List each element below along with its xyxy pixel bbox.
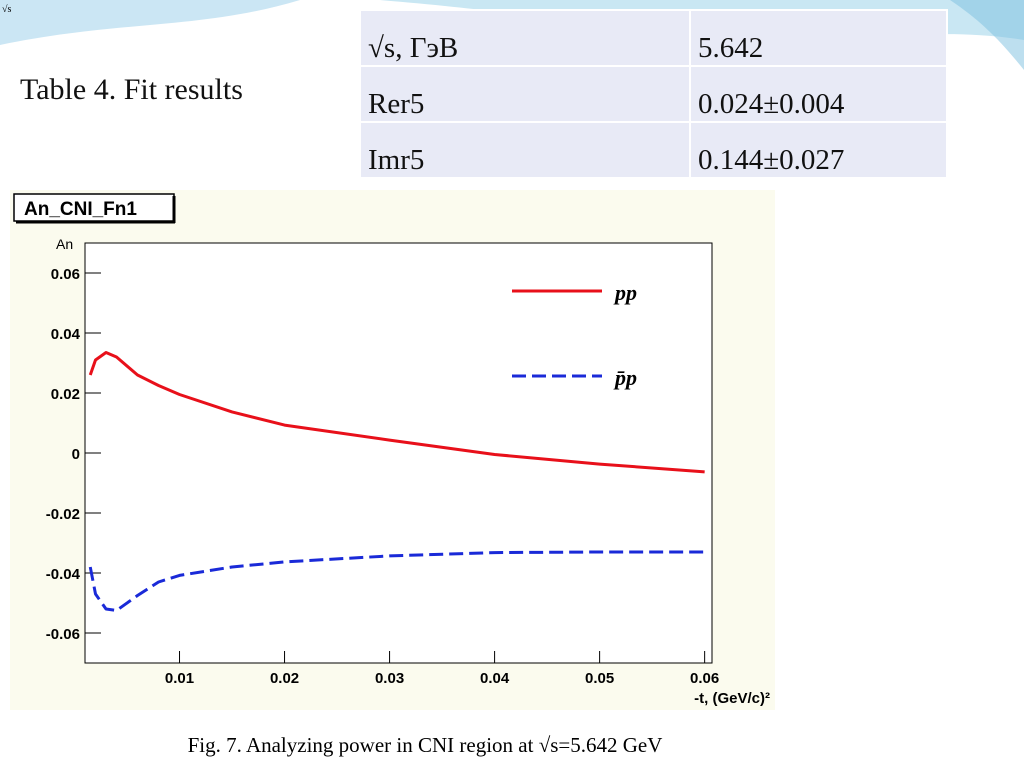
table-cell — [689, 121, 948, 179]
heading: Table 4. Fit results — [20, 73, 243, 106]
y-axis-label: An — [56, 236, 73, 252]
caption: Fig. 7. Analyzing power in CNI region at… — [188, 733, 663, 757]
x-tick-label: 0.02 — [270, 670, 299, 687]
y-tick-label: 0.02 — [51, 386, 80, 403]
corner-icon: √s — [2, 4, 11, 15]
series-line — [88, 550, 705, 612]
wave-decoration — [950, 0, 1024, 70]
chart-title: An_CNI_Fn1 — [24, 199, 137, 220]
legend-label: pp — [613, 280, 637, 305]
plot-area — [84, 242, 713, 664]
table-cell-text: 0.024±0.004 — [698, 88, 845, 120]
x-tick-label: 0.04 — [480, 670, 510, 687]
table-cell-text: 0.144±0.027 — [698, 144, 844, 176]
y-tick-label: 0.04 — [51, 326, 81, 343]
y-tick-label: -0.04 — [46, 566, 81, 583]
x-tick-label: 0.03 — [375, 670, 404, 687]
y-tick-label: 0 — [72, 446, 80, 463]
table-cell — [689, 65, 948, 123]
x-tick-label: 0.05 — [585, 670, 614, 687]
table-cell-text: Rer5 — [368, 88, 424, 120]
x-tick-label: 0.01 — [165, 670, 194, 687]
wave-decoration — [0, 0, 300, 45]
table-cell-text: √s, ГэВ — [368, 32, 458, 64]
y-tick-label: -0.02 — [46, 506, 80, 523]
table: √s, ГэВ 5.642 Rer5 0.024±0.004 Imr5 0.144±0.0… — [359, 9, 948, 179]
chart: 0.06 0.04 0.02 0 -0.02 -0.04 -0.06 0.01 0.02 0.03… — [46, 266, 719, 687]
x-tick-label: 0.06 — [690, 670, 719, 687]
legend-label: p̄p — [613, 365, 637, 390]
y-tick-label: 0.06 — [51, 266, 80, 283]
table-cell — [689, 9, 948, 67]
y-tick-label: -0.06 — [46, 626, 80, 643]
x-axis-label: -t, (GeV/c)² — [694, 690, 770, 707]
legend-blank — [495, 313, 625, 358]
table-cell-text: Imr5 — [368, 144, 424, 176]
series-line — [88, 351, 705, 474]
table-cell-text: 5.642 — [698, 32, 763, 64]
